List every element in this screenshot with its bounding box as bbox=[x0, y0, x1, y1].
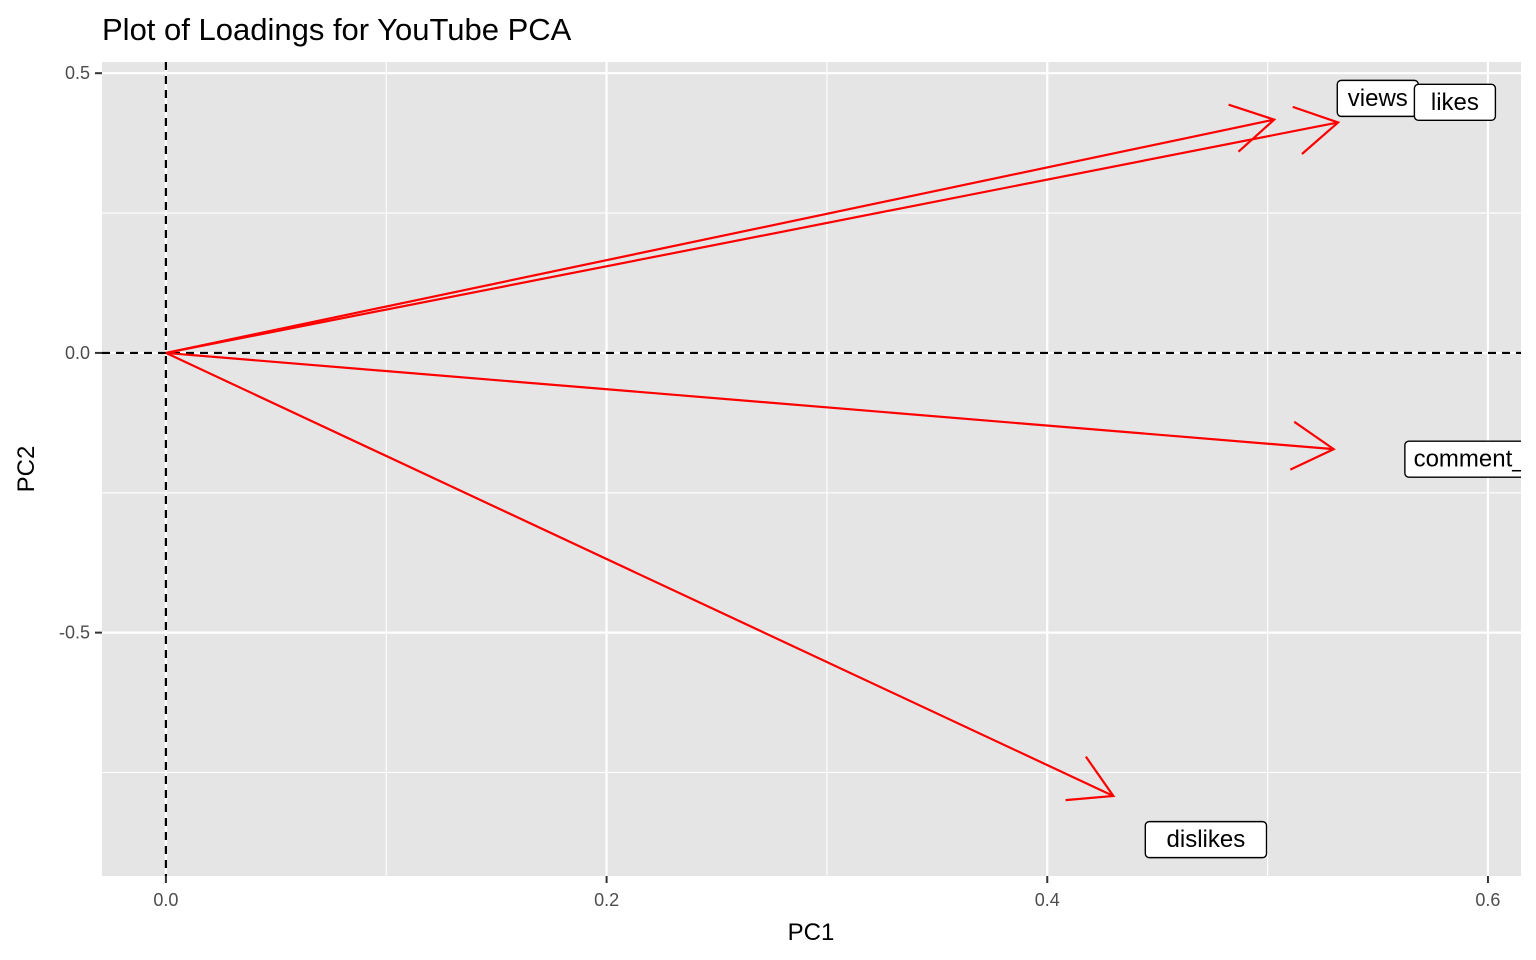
loading-label-text: dislikes bbox=[1167, 826, 1246, 853]
y-axis: 0.5 0.0 -0.5 bbox=[59, 63, 102, 643]
x-tick-label: 0.6 bbox=[1475, 890, 1500, 910]
x-tick-label: 0.0 bbox=[153, 890, 178, 910]
loading-label-comment-count: comment_count bbox=[1404, 440, 1536, 478]
arrow-head bbox=[1065, 756, 1116, 802]
x-axis: 0.0 0.2 0.4 0.6 bbox=[153, 876, 1500, 910]
loading-label-text: likes bbox=[1431, 89, 1479, 116]
y-tick-label: 0.5 bbox=[65, 63, 90, 83]
loading-label-likes: likes bbox=[1413, 83, 1497, 121]
arrow-head bbox=[1289, 420, 1336, 471]
label-box bbox=[1404, 440, 1521, 478]
label-box bbox=[1413, 83, 1497, 121]
arrow-shaft bbox=[165, 351, 1114, 797]
loading-label-dislikes: dislikes bbox=[1144, 820, 1268, 859]
chart-title: Plot of Loadings for YouTube PCA bbox=[102, 12, 572, 47]
x-tick-label: 0.4 bbox=[1035, 890, 1060, 910]
loading-arrow-dislikes bbox=[165, 351, 1116, 802]
arrow-shaft bbox=[165, 118, 1275, 354]
x-axis-title: PC1 bbox=[788, 919, 835, 946]
arrow-shaft bbox=[165, 351, 1334, 451]
loading-arrow-likes bbox=[165, 105, 1341, 354]
arrow-head bbox=[1228, 103, 1277, 153]
loading-arrow-comment-count bbox=[165, 351, 1336, 471]
y-axis-title: PC2 bbox=[13, 446, 40, 493]
loading-label-text: comment_count bbox=[1414, 446, 1536, 473]
arrow-shaft bbox=[165, 121, 1339, 354]
y-tick-label: 0.0 bbox=[65, 343, 90, 363]
arrow-head bbox=[1292, 105, 1341, 155]
y-tick-label: -0.5 bbox=[59, 623, 90, 643]
plot-panel bbox=[102, 62, 1521, 876]
loading-arrows bbox=[165, 103, 1341, 802]
label-box bbox=[1144, 820, 1268, 859]
x-tick-label: 0.2 bbox=[594, 890, 619, 910]
loading-label-views: views bbox=[1336, 79, 1419, 118]
loading-label-text: views bbox=[1348, 85, 1408, 112]
loading-labels: views likes comment_count dislikes bbox=[1144, 79, 1536, 859]
reference-lines bbox=[102, 62, 1521, 876]
loading-arrow-views bbox=[165, 103, 1277, 354]
